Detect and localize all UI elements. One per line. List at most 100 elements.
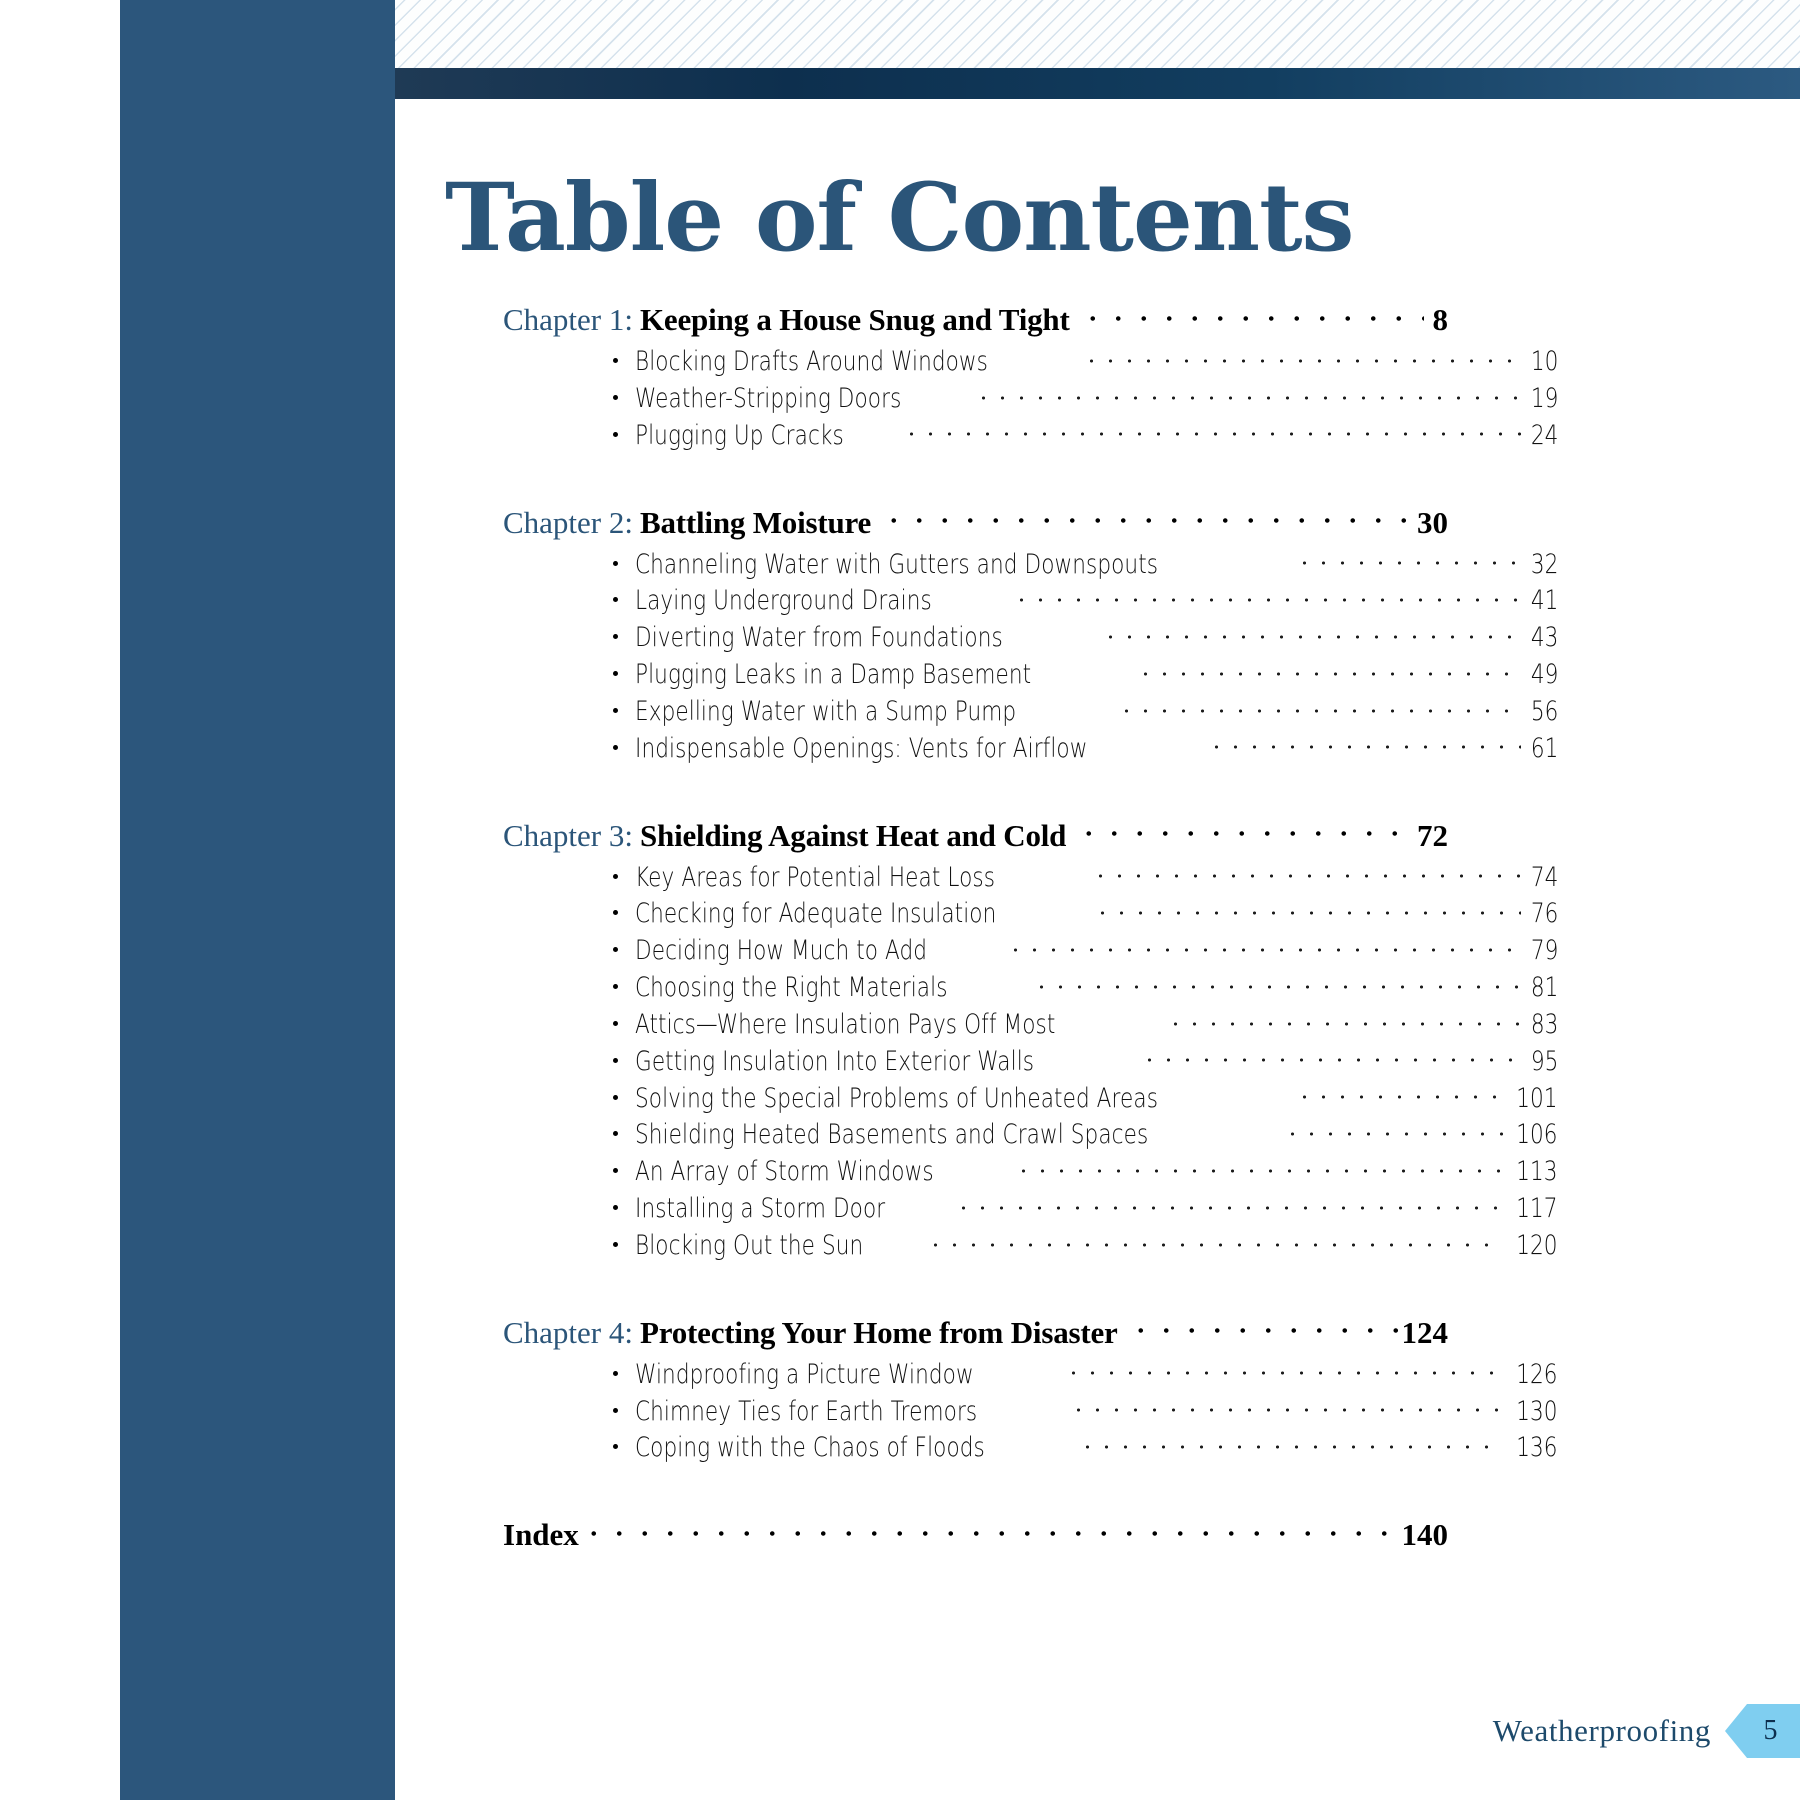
list-item-dot-leader	[1092, 895, 1521, 922]
page-footer: Weatherproofing 5	[1493, 1704, 1800, 1758]
list-item-page-number: 136	[1516, 1432, 1558, 1464]
chapter-block: Chapter 1: Keeping a House Snug and Tight…	[503, 299, 1558, 454]
list-item[interactable]: An Array of Storm Windows 113	[503, 1153, 1558, 1190]
bullet-icon	[613, 707, 618, 713]
chapter-row[interactable]: Chapter 4: Protecting Your Home from Disa…	[503, 1312, 1448, 1352]
list-item[interactable]: Diverting Water from Foundations 43	[503, 619, 1558, 656]
list-item[interactable]: Shielding Heated Basements and Crawl Spa…	[503, 1116, 1558, 1153]
list-item[interactable]: Channeling Water with Gutters and Downsp…	[503, 546, 1558, 583]
list-item-page-number: 76	[1530, 898, 1558, 930]
list-item-page-number: 56	[1530, 695, 1558, 727]
list-item-page-number: 120	[1516, 1229, 1558, 1261]
chapter-block: Chapter 4: Protecting Your Home from Disa…	[503, 1312, 1558, 1467]
list-item[interactable]: Attics—Where Insulation Pays Off Most 83	[503, 1006, 1558, 1043]
list-item[interactable]: Solving the Special Problems of Unheated…	[503, 1080, 1558, 1117]
list-item[interactable]: Deciding How Much to Add 79	[503, 932, 1558, 969]
bullet-icon	[613, 358, 618, 364]
top-navy-bar	[395, 68, 1800, 99]
list-item[interactable]: Installing a Storm Door 117	[503, 1190, 1558, 1227]
bullet-icon	[613, 1407, 618, 1413]
list-item-page-number: 81	[1530, 972, 1558, 1004]
index-row[interactable]: Index 140	[503, 1514, 1448, 1554]
chapter-item-list: Windproofing a Picture Window 126 Chimney …	[503, 1356, 1558, 1466]
chapter-row[interactable]: Chapter 1: Keeping a House Snug and Tight…	[503, 299, 1448, 339]
chapter-label: Chapter 1:	[503, 302, 633, 337]
list-item-dot-leader	[1078, 1429, 1504, 1456]
list-item-page-number: 126	[1516, 1358, 1558, 1390]
list-item-dot-leader	[1006, 932, 1521, 959]
list-item[interactable]: Blocking Out the Sun 120	[503, 1227, 1558, 1264]
list-item-title: Coping with the Chaos of Floods	[635, 1432, 985, 1464]
bullet-icon	[613, 671, 618, 677]
list-item[interactable]: Getting Insulation Into Exterior Walls 95	[503, 1043, 1558, 1080]
bullet-icon	[613, 1057, 618, 1063]
list-item-title: Chimney Ties for Earth Tremors	[635, 1395, 978, 1427]
list-item-title: Blocking Drafts Around Windows	[635, 346, 988, 378]
list-item-dot-leader	[1139, 1043, 1521, 1070]
index-dot-leader	[580, 1514, 1398, 1545]
chapter-row[interactable]: Chapter 2: Battling Moisture 30	[503, 502, 1448, 542]
bullet-icon	[613, 1205, 618, 1211]
list-item-title: Diverting Water from Foundations	[635, 622, 1003, 654]
list-item-dot-leader	[1282, 1116, 1504, 1143]
chapter-item-list: Blocking Drafts Around Windows 10 Weather-…	[503, 343, 1558, 453]
list-item[interactable]: Choosing the Right Materials 81	[503, 969, 1558, 1006]
bullet-icon	[613, 1241, 618, 1247]
bullet-icon	[613, 1444, 618, 1450]
index-label: Index	[503, 1517, 579, 1553]
list-item[interactable]: Laying Underground Drains 41	[503, 582, 1558, 619]
list-item-page-number: 106	[1516, 1119, 1558, 1151]
list-item[interactable]: Weather-Stripping Doors 19	[503, 380, 1558, 417]
list-item-title: Plugging Up Cracks	[635, 419, 844, 451]
list-item-title: An Array of Storm Windows	[635, 1156, 934, 1188]
list-item[interactable]: Key Areas for Potential Heat Loss 74	[503, 859, 1558, 896]
list-item-page-number: 41	[1530, 585, 1558, 617]
page-title: Table of Contents	[445, 163, 1354, 273]
list-item-dot-leader	[1064, 1356, 1504, 1383]
list-item-page-number: 101	[1516, 1082, 1558, 1114]
chapter-dot-leader	[1076, 815, 1413, 846]
chapter-label: Chapter 4:	[503, 1314, 633, 1350]
footer-page-tag: 5	[1725, 1704, 1800, 1758]
list-item-dot-leader	[1012, 582, 1521, 609]
chapter-title: Battling Moisture	[640, 504, 872, 540]
bullet-icon	[613, 1131, 618, 1137]
bullet-icon	[613, 744, 618, 750]
top-hatch-strip	[395, 0, 1800, 68]
chapter-page-number: 8	[1432, 302, 1449, 337]
list-item-page-number: 49	[1530, 659, 1558, 691]
list-item[interactable]: Checking for Adequate Insulation 76	[503, 895, 1558, 932]
chapter-item-list: Channeling Water with Gutters and Downsp…	[503, 546, 1558, 767]
table-of-contents: Chapter 1: Keeping a House Snug and Tight…	[503, 299, 1558, 1554]
chapter-block: Chapter 2: Battling Moisture 30 Channeling …	[503, 502, 1558, 767]
list-item-page-number: 95	[1530, 1045, 1558, 1077]
bullet-icon	[613, 910, 618, 916]
list-item-page-number: 61	[1530, 732, 1558, 764]
list-item-title: Channeling Water with Gutters and Downsp…	[635, 548, 1159, 580]
chapter-dot-leader	[881, 502, 1413, 533]
list-item-dot-leader	[974, 380, 1521, 407]
list-item-dot-leader	[1014, 1153, 1504, 1180]
index-page-number: 140	[1401, 1517, 1449, 1553]
list-item[interactable]: Coping with the Chaos of Floods 136	[503, 1429, 1558, 1466]
list-item[interactable]: Expelling Water with a Sump Pump 56	[503, 693, 1558, 730]
left-color-band	[120, 0, 395, 1800]
list-item-title: Windproofing a Picture Window	[635, 1358, 974, 1390]
list-item[interactable]: Chimney Ties for Earth Tremors 130	[503, 1393, 1558, 1430]
list-item[interactable]: Plugging Up Cracks 24	[503, 417, 1558, 454]
content-column: Table of Contents Chapter 1: Keeping a Ho…	[395, 99, 1800, 1800]
list-item-page-number: 130	[1516, 1395, 1558, 1427]
bullet-icon	[613, 1020, 618, 1026]
list-item[interactable]: Windproofing a Picture Window 126	[503, 1356, 1558, 1393]
chapter-title: Keeping a House Snug and Tight	[640, 302, 1070, 337]
bullet-icon	[613, 560, 618, 566]
list-item[interactable]: Blocking Drafts Around Windows 10	[503, 343, 1558, 380]
list-item-dot-leader	[1100, 619, 1521, 646]
list-item-title: Getting Insulation Into Exterior Walls	[635, 1045, 1035, 1077]
chapter-row[interactable]: Chapter 3: Shielding Against Heat and Col…	[503, 815, 1448, 855]
list-item[interactable]: Indispensable Openings: Vents for Airflo…	[503, 730, 1558, 767]
list-item[interactable]: Plugging Leaks in a Damp Basement 49	[503, 656, 1558, 693]
bullet-icon	[613, 394, 618, 400]
list-item-title: Key Areas for Potential Heat Loss	[635, 861, 996, 893]
list-item-dot-leader	[1294, 1080, 1504, 1107]
